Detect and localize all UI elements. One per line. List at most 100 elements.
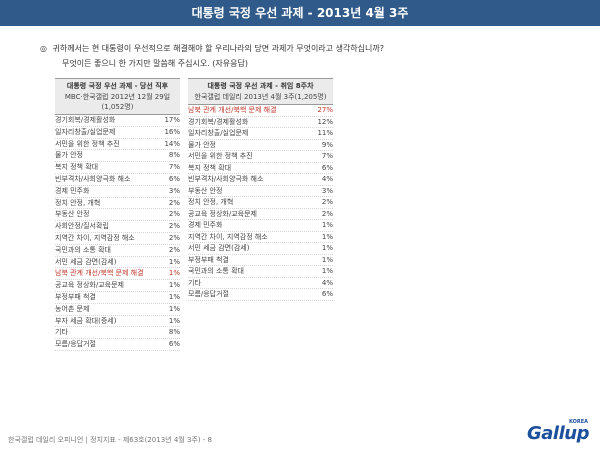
page-title: 대통령 국정 우선 과제 - 2013년 4월 3주	[191, 6, 409, 20]
right-panel-subtitle: 한국갤럽 데일리 2013년 4월 3주(1,205명)	[194, 93, 327, 101]
list-item: 서민 세금 감면(감세) 1%	[55, 257, 180, 269]
right-panel-title: 대통령 국정 우선 과제 - 취임 8주차	[207, 82, 314, 90]
item-label: 복지 정책 확대	[188, 163, 232, 172]
list-item: 서민을 위한 정책 추진 7%	[188, 151, 333, 163]
item-value: 1%	[168, 304, 180, 313]
item-label: 물가 안정	[55, 151, 83, 160]
list-item: 부동산 안정 3%	[188, 186, 333, 197]
item-label: 정치 안정, 개혁	[55, 198, 101, 207]
list-item: 모름/응답거절 6%	[55, 339, 180, 351]
item-value: 8%	[168, 151, 180, 160]
list-item: 서민을 위한 정책 추진 14%	[55, 139, 180, 151]
right-panel-list: 남북 관계 개선/북핵 문제 해결 27% 경기회복/경제활성화 12% 일자리창출/실…	[188, 105, 333, 301]
list-item: 남북 관계 개선/북핵 문제 해결 27%	[188, 105, 333, 117]
item-value: 14%	[164, 139, 180, 148]
list-item: 남북 관계 개선/북핵 문제 해결 1%	[55, 268, 180, 281]
list-item: 물가 안정 9%	[188, 140, 333, 151]
item-value: 6%	[168, 174, 180, 183]
item-label: 공교육 정상화/교육문제	[55, 281, 124, 290]
item-label: 일자리창출/실업문제	[55, 127, 116, 136]
item-label: 정치 안정, 개혁	[188, 198, 234, 206]
item-label: 공교육 정상화/교육문제	[188, 209, 257, 218]
item-value: 7%	[321, 152, 333, 160]
left-panel-header: 대통령 국정 우선 과제 - 당선 직후 MBC·한국갤럽 2012년 12월 …	[55, 78, 180, 115]
item-value: 2%	[168, 198, 180, 207]
item-value: 9%	[321, 140, 333, 149]
left-panel: 대통령 국정 우선 과제 - 당선 직후 MBC·한국갤럽 2012년 12월 …	[55, 78, 180, 351]
item-value: 4%	[321, 175, 333, 183]
item-value: 8%	[168, 328, 180, 337]
item-label: 남북 관계 개선/북핵 문제 해결	[55, 269, 144, 278]
list-item: 부동산 안정 2%	[55, 209, 180, 222]
left-panel-subtitle: MBC·한국갤럽 2012년 12월 29일(1,052명)	[64, 93, 171, 111]
item-value: 2%	[321, 198, 333, 206]
list-item: 사회안정/질서확립 2%	[55, 221, 180, 233]
item-label: 기타	[55, 328, 68, 337]
logo-small-text: KOREA	[569, 419, 589, 425]
item-value: 4%	[321, 278, 333, 287]
list-item: 복지 정책 확대 6%	[188, 163, 333, 174]
list-item: 부정부패 척결 1%	[55, 292, 180, 304]
item-label: 일자리창출/실업문제	[188, 129, 249, 137]
item-value: 3%	[321, 186, 333, 195]
item-label: 물가 안정	[188, 140, 216, 149]
item-label: 경기회복/경제활성화	[188, 117, 249, 126]
footer-text: 한국갤럽 데일리 오피니언 | 정치지표 - 제63호(2013년 4월 3주)…	[8, 436, 213, 444]
item-label: 사회안정/질서확립	[55, 222, 109, 231]
list-item: 일자리창출/실업문제 16%	[55, 127, 180, 139]
list-item: 정치 안정, 개혁 2%	[188, 197, 333, 209]
list-item: 국민과의 소통 확대 2%	[55, 245, 180, 257]
item-value: 1%	[168, 281, 180, 290]
item-value: 2%	[321, 209, 333, 218]
question-line-2: 무엇이든 좋으니 한 가지만 말씀해 주십시오. (자유응답)	[62, 59, 248, 68]
list-item: 경제 민주화 1%	[188, 220, 333, 232]
item-value: 16%	[164, 127, 180, 136]
list-item: 기타 4%	[188, 278, 333, 289]
right-panel-header: 대통령 국정 우선 과제 - 취임 8주차 한국갤럽 데일리 2013년 4월 …	[188, 78, 333, 105]
item-value: 2%	[168, 210, 180, 219]
item-label: 국민과의 소통 확대	[188, 267, 244, 275]
list-item: 농어촌 문제 1%	[55, 304, 180, 316]
list-item: 경기회복/경제활성화 17%	[55, 115, 180, 127]
item-value: 1%	[168, 292, 180, 301]
survey-question: ◎ 귀하께서는 현 대통령이 우선적으로 해결해야 할 우리나라의 당면 과제가…	[40, 41, 580, 71]
logo-text: Gallup	[527, 423, 589, 444]
item-label: 부동산 안정	[55, 210, 90, 219]
item-value: 1%	[321, 221, 333, 229]
list-item: 빈부격차/사회양극화 해소 4%	[188, 174, 333, 186]
list-item: 일자리창출/실업문제 11%	[188, 128, 333, 140]
item-value: 2%	[168, 222, 180, 231]
page-header: 대통령 국정 우선 과제 - 2013년 4월 3주	[0, 0, 600, 26]
item-label: 서민을 위한 정책 추진	[188, 152, 253, 160]
list-item: 모름/응답거절 6%	[188, 289, 333, 301]
list-item: 물가 안정 8%	[55, 150, 180, 163]
list-item: 공교육 정상화/교육문제 1%	[55, 280, 180, 292]
list-item: 지역간 차이, 지역감정 해소 1%	[188, 232, 333, 243]
question-marker: ◎	[40, 44, 47, 53]
item-value: 7%	[168, 163, 180, 172]
item-value: 1%	[168, 269, 180, 278]
list-item: 빈부격차/사회양극화 해소 6%	[55, 174, 180, 186]
list-item: 기타 8%	[55, 327, 180, 340]
item-value: 6%	[321, 163, 333, 172]
item-value: 1%	[321, 267, 333, 275]
item-value: 27%	[317, 106, 333, 114]
right-panel: 대통령 국정 우선 과제 - 취임 8주차 한국갤럽 데일리 2013년 4월 …	[188, 78, 333, 301]
item-label: 부정부패 척결	[55, 292, 96, 301]
list-item: 국민과의 소통 확대 1%	[188, 266, 333, 278]
gallup-logo: Gallup KOREA	[527, 419, 589, 444]
list-item: 부정부패 척결 1%	[188, 255, 333, 266]
item-label: 모름/응답거절	[188, 290, 229, 298]
item-label: 경제 민주화	[55, 186, 90, 195]
item-label: 경기회복/경제활성화	[55, 116, 116, 124]
item-value: 1%	[168, 257, 180, 266]
item-label: 빈부격차/사회양극화 해소	[55, 174, 131, 183]
list-item: 공교육 정상화/교육문제 2%	[188, 209, 333, 220]
question-line-1: 귀하께서는 현 대통령이 우선적으로 해결해야 할 우리나라의 당면 과제가 무…	[52, 44, 384, 53]
left-panel-title: 대통령 국정 우선 과제 - 당선 직후	[66, 82, 169, 90]
item-value: 1%	[321, 232, 333, 241]
item-value: 6%	[321, 290, 333, 298]
item-label: 경제 민주화	[188, 221, 223, 229]
item-label: 복지 정책 확대	[55, 163, 99, 172]
item-value: 1%	[168, 316, 180, 325]
